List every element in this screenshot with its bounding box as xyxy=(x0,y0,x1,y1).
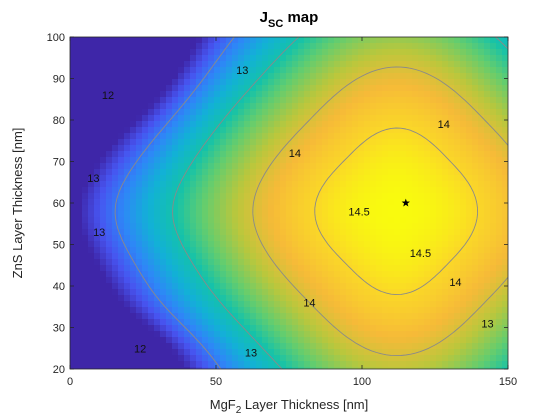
contour-line-12 xyxy=(114,37,235,369)
optimum-marker xyxy=(401,198,410,207)
y-axis-label: ZnS Layer Thickness [nm] xyxy=(10,128,25,279)
axes: 0 50 100 150 20 30 40 50 60 70 80 90 100 xyxy=(47,32,518,388)
contour-label: 14 xyxy=(449,277,461,289)
contour-lines xyxy=(114,37,508,369)
x-tick-label: 100 xyxy=(353,376,371,388)
y-tick-label: 70 xyxy=(53,157,65,169)
contour-label: 14 xyxy=(289,148,301,160)
y-tick-label: 30 xyxy=(53,323,65,335)
contour-label: 14 xyxy=(438,119,450,131)
contour-line-13 xyxy=(172,37,508,369)
contour-label: 13 xyxy=(245,347,257,359)
contour-label: 14.5 xyxy=(348,206,369,218)
x-tick-label: 0 xyxy=(67,376,73,388)
y-tick-label: 20 xyxy=(53,364,65,376)
x-tick-label: 150 xyxy=(499,376,517,388)
contour-label: 13 xyxy=(236,65,248,77)
y-tick-label: 80 xyxy=(53,115,65,127)
y-tick-label: 50 xyxy=(53,240,65,252)
contour-label: 14.5 xyxy=(410,248,431,260)
x-tick-label: 50 xyxy=(210,376,222,388)
chart-title: JSC map xyxy=(260,9,319,30)
contour-label: 13 xyxy=(481,318,493,330)
y-tick-label: 60 xyxy=(53,198,65,210)
y-tick-label: 90 xyxy=(53,74,65,86)
contour-label: 14 xyxy=(303,298,315,310)
contour-label: 12 xyxy=(134,343,146,355)
x-axis-label: MgF2 Layer Thickness [nm] xyxy=(210,397,368,416)
star-marker-icon xyxy=(401,198,410,207)
contour-line-14 xyxy=(252,66,508,357)
contour-label: 13 xyxy=(87,173,99,185)
contour-label: 13 xyxy=(93,227,105,239)
contour-line-14-5 xyxy=(314,127,479,296)
heatmap-surface xyxy=(70,37,508,369)
contour-label: 12 xyxy=(102,90,114,102)
y-tick-label: 40 xyxy=(53,281,65,293)
contour-labels: 12 12 13 13 13 13 13 14 14 14 14 14.5 14.5 xyxy=(87,65,493,359)
y-tick-label: 100 xyxy=(47,32,65,44)
